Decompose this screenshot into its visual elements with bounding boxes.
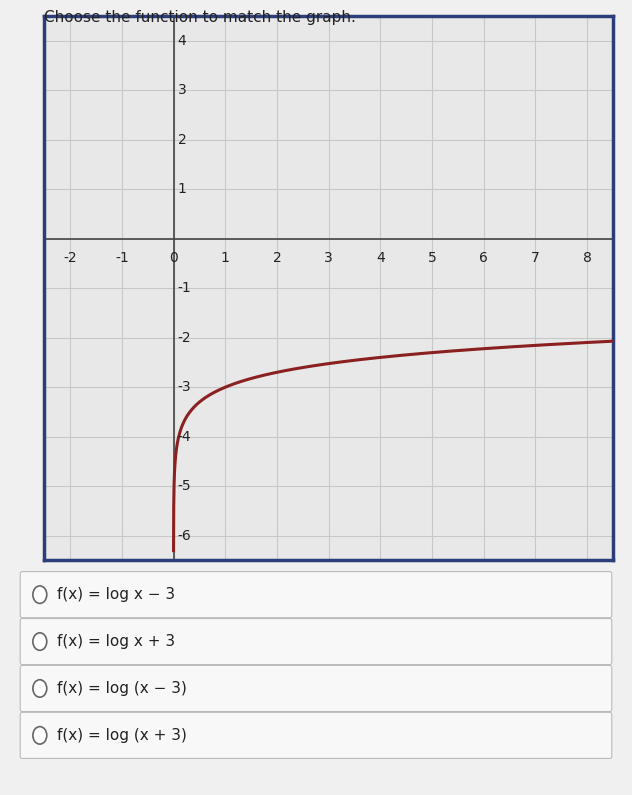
Text: 1: 1 bbox=[178, 182, 186, 196]
Text: -2: -2 bbox=[63, 251, 77, 265]
Text: f(x) = log x − 3: f(x) = log x − 3 bbox=[57, 588, 175, 602]
Text: -1: -1 bbox=[115, 251, 129, 265]
Text: 5: 5 bbox=[428, 251, 437, 265]
Text: 1: 1 bbox=[221, 251, 229, 265]
Text: 4: 4 bbox=[178, 33, 186, 48]
Text: 8: 8 bbox=[583, 251, 592, 265]
Text: 6: 6 bbox=[479, 251, 488, 265]
Text: 2: 2 bbox=[272, 251, 281, 265]
Text: 7: 7 bbox=[531, 251, 540, 265]
Text: f(x) = log (x + 3): f(x) = log (x + 3) bbox=[57, 728, 186, 743]
Text: f(x) = log x + 3: f(x) = log x + 3 bbox=[57, 634, 175, 649]
Text: -3: -3 bbox=[178, 380, 191, 394]
Text: 3: 3 bbox=[178, 83, 186, 97]
Text: 2: 2 bbox=[178, 133, 186, 146]
Text: Choose the function to match the graph.: Choose the function to match the graph. bbox=[44, 10, 356, 25]
Text: -5: -5 bbox=[178, 479, 191, 493]
Text: -6: -6 bbox=[178, 529, 191, 543]
Text: -4: -4 bbox=[178, 430, 191, 444]
Text: -2: -2 bbox=[178, 331, 191, 345]
Text: 0: 0 bbox=[169, 251, 178, 265]
Text: f(x) = log (x − 3): f(x) = log (x − 3) bbox=[57, 681, 186, 696]
Text: 3: 3 bbox=[324, 251, 333, 265]
Text: 4: 4 bbox=[376, 251, 385, 265]
Text: -1: -1 bbox=[178, 281, 191, 295]
